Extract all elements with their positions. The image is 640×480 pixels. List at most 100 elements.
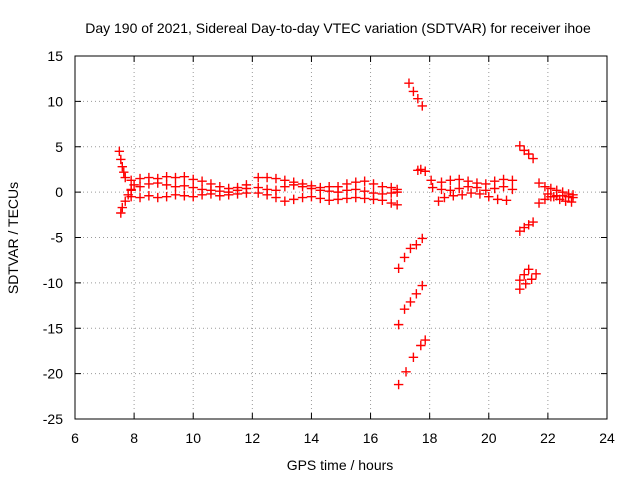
data-point [498, 181, 509, 192]
data-point [528, 153, 538, 164]
data-point [417, 280, 427, 291]
data-point [555, 194, 565, 205]
data-point [297, 192, 308, 203]
data-point [411, 240, 422, 250]
data-point [463, 181, 473, 192]
data-point [179, 191, 190, 201]
data-point [519, 270, 529, 280]
data-point [454, 174, 464, 185]
data-point [280, 196, 290, 206]
data-point [359, 176, 370, 186]
data-point [549, 191, 559, 202]
data-point [215, 191, 225, 201]
series-band-2-lower [253, 188, 402, 210]
series-arc-21-low-2 [515, 269, 541, 294]
x-tick-label: 20 [481, 430, 497, 446]
data-point [523, 264, 534, 274]
x-tick-label: 22 [540, 430, 556, 446]
data-point [297, 181, 308, 192]
data-point [188, 191, 198, 202]
data-point [306, 183, 317, 194]
series-band-4-lower [543, 189, 577, 207]
y-tick-label: -20 [43, 366, 63, 382]
data-point [411, 289, 422, 299]
data-point [408, 352, 419, 362]
y-tick-label: 10 [47, 93, 63, 109]
data-point [241, 188, 252, 198]
data-point [271, 192, 281, 203]
y-tick-label: 5 [55, 139, 63, 155]
data-point [126, 191, 136, 202]
data-point [399, 304, 410, 314]
data-points [114, 78, 578, 390]
data-point [271, 173, 281, 184]
data-point [457, 190, 467, 200]
data-point [114, 146, 125, 156]
data-point [448, 191, 459, 201]
data-point [416, 164, 426, 175]
data-point [368, 179, 379, 189]
data-point [342, 185, 352, 196]
y-tick-label: 15 [47, 48, 63, 64]
data-point [519, 145, 529, 156]
y-tick-label: 0 [55, 184, 63, 200]
data-point [393, 319, 404, 330]
data-point [472, 182, 482, 193]
data-point [416, 340, 426, 351]
data-point [117, 202, 127, 213]
data-point [144, 191, 154, 201]
data-point [515, 226, 525, 236]
data-point [475, 189, 485, 199]
data-point [324, 195, 334, 205]
series-band-lower [126, 188, 252, 203]
data-point [540, 181, 550, 192]
data-point [515, 141, 525, 151]
series-drop-3 [393, 280, 427, 330]
data-point [466, 188, 476, 198]
data-point [401, 367, 411, 377]
y-axis-label: SDTVAR / TECUs [5, 182, 21, 294]
data-point [377, 195, 388, 205]
data-point [534, 198, 544, 208]
grid [75, 56, 607, 419]
series-spikes-18 [426, 175, 444, 206]
data-point [501, 195, 512, 205]
data-point [117, 162, 127, 172]
data-point [386, 198, 396, 208]
data-point [534, 178, 544, 188]
data-point [566, 197, 577, 207]
data-point [523, 149, 534, 159]
data-point [126, 175, 136, 186]
series-band-3-lower [439, 188, 512, 205]
data-point [417, 233, 427, 244]
data-point [405, 243, 416, 254]
data-point [188, 174, 198, 185]
data-point [170, 181, 181, 192]
data-point [392, 200, 402, 210]
data-point [197, 176, 207, 186]
data-point [515, 275, 525, 285]
data-point [119, 167, 129, 177]
data-point [253, 172, 263, 183]
chart-title: Day 190 of 2021, Sidereal Day-to-day VTE… [85, 20, 591, 36]
x-tick-label: 24 [599, 430, 615, 446]
x-axis-label: GPS time / hours [287, 457, 394, 473]
data-point [445, 175, 456, 186]
axis-ticks: 6 8 10 12 14 16 18 20 22 24 -25 -20 -15 -10 -5 0 5 10 15 [43, 48, 615, 446]
data-point [253, 188, 263, 198]
x-tick-label: 6 [71, 430, 79, 446]
data-point [116, 154, 126, 165]
data-point [153, 192, 163, 203]
data-point [426, 175, 436, 186]
data-point [315, 193, 326, 204]
data-point [262, 172, 272, 183]
data-point [515, 284, 525, 294]
data-point [120, 172, 130, 183]
series-arc-21-low-1 [515, 264, 534, 285]
series-drop-1 [404, 78, 427, 111]
data-point [170, 172, 181, 183]
data-point [351, 184, 361, 195]
data-point [170, 190, 181, 200]
data-point [521, 279, 531, 289]
